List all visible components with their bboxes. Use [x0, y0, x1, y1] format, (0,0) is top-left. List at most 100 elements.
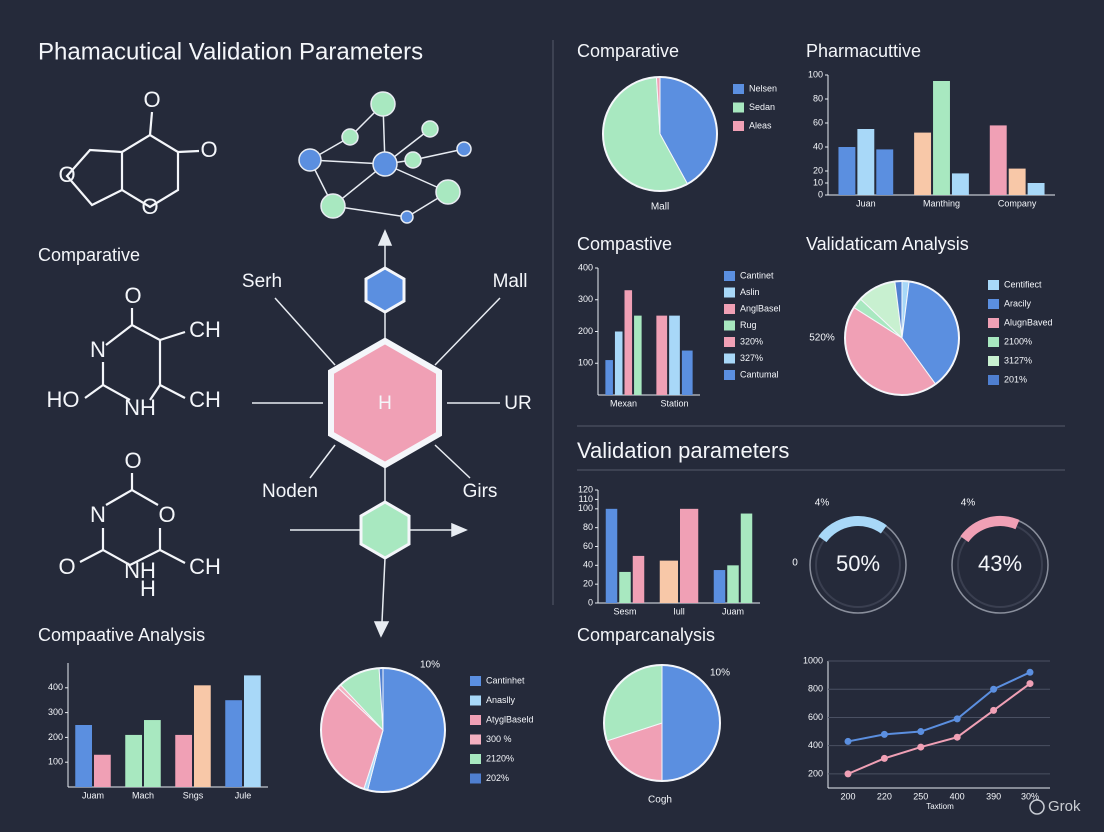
- x-tick-label: Iull: [673, 606, 685, 616]
- legend-swatch: [724, 287, 735, 298]
- bar: [605, 508, 618, 603]
- bar: [1027, 183, 1045, 195]
- legend-swatch: [733, 84, 744, 94]
- x-tick-label: Mexan: [610, 398, 637, 408]
- hub-spoke-label: Serh: [242, 271, 282, 292]
- annotation: 0: [792, 558, 798, 569]
- atom: N: [90, 337, 106, 362]
- hexagon: [364, 266, 406, 314]
- x-tick-label: Jule: [235, 790, 252, 800]
- y-tick-label: 0: [818, 189, 823, 199]
- y-tick-label: 0: [588, 597, 593, 607]
- legend-swatch: [724, 320, 735, 331]
- line-point: [844, 770, 852, 778]
- watermark-icon: [1029, 799, 1045, 815]
- node: [435, 179, 461, 205]
- bond: [79, 549, 104, 563]
- bar: [244, 675, 261, 787]
- legend-label: Rug: [740, 320, 757, 330]
- legend-swatch: [724, 337, 735, 347]
- bar: [989, 125, 1007, 195]
- bar: [681, 350, 693, 395]
- line-point: [917, 728, 925, 736]
- atom: O: [58, 554, 75, 579]
- chart-title: Validaticam Analysis: [806, 234, 969, 254]
- line-point: [880, 730, 888, 738]
- node: [421, 120, 439, 138]
- y-tick-label: 80: [583, 522, 593, 532]
- legend-label: 202%: [486, 773, 509, 783]
- pie-outline: [602, 76, 718, 192]
- molecule: O N CH HO NH CH: [47, 283, 221, 420]
- gauge-value: 50%: [836, 551, 880, 576]
- line-point: [1026, 668, 1034, 676]
- y-tick-label: 60: [583, 541, 593, 551]
- bar: [680, 508, 699, 603]
- bar: [624, 290, 633, 395]
- line-point: [1026, 680, 1034, 688]
- legend-label: 320%: [740, 336, 763, 346]
- x-tick-label: Juan: [856, 198, 876, 208]
- x-tick-label: 200: [840, 791, 855, 801]
- legend-label: 3127%: [1004, 355, 1032, 365]
- atom: O: [141, 194, 158, 219]
- x-tick-label: Juam: [82, 790, 104, 800]
- legend-label: Cantinet: [740, 270, 774, 280]
- chart-title: Pharmacuttive: [806, 41, 921, 61]
- x-tick-label: 250: [913, 791, 928, 801]
- bar: [669, 315, 680, 395]
- atom: HO: [47, 387, 80, 412]
- legend-label: Aleas: [749, 120, 772, 130]
- bar: [914, 132, 932, 195]
- annotation: Mall: [651, 202, 669, 213]
- hub-diagram: [252, 229, 501, 638]
- connector: [434, 444, 471, 479]
- line-point: [990, 706, 998, 714]
- legend-label: 2100%: [1004, 336, 1032, 346]
- bar: [713, 570, 726, 603]
- side-label: Comparative: [38, 245, 140, 265]
- x-tick-label: 30%: [1021, 791, 1039, 801]
- bar: [144, 720, 161, 787]
- hub-spoke-label: UR: [504, 393, 531, 414]
- atom: NH: [124, 395, 156, 420]
- y-tick-label: 400: [578, 262, 593, 272]
- legend-swatch: [724, 353, 735, 364]
- x-axis-title: Taxtiom: [926, 802, 954, 811]
- bar: [225, 700, 242, 787]
- hub-spoke-label: Noden: [262, 481, 318, 502]
- node: [370, 91, 396, 117]
- pie-outline: [320, 667, 446, 793]
- node: [400, 210, 414, 224]
- legend-swatch: [724, 271, 735, 281]
- y-tick-label: 60: [813, 117, 823, 127]
- bar: [951, 173, 969, 195]
- watermark: Grok: [1048, 798, 1081, 815]
- x-tick-label: Sesm: [613, 606, 636, 616]
- connector: [434, 297, 501, 366]
- x-tick-label: 390: [986, 791, 1001, 801]
- bar: [619, 571, 631, 603]
- bar: [838, 147, 856, 195]
- legend-swatch: [470, 773, 481, 784]
- legend-label: Cantinhet: [486, 675, 525, 685]
- page-title: Phamacutical Validation Parameters: [38, 38, 423, 65]
- hexagon: [328, 337, 442, 469]
- y-tick-label: 20: [583, 579, 593, 589]
- annotation: 520%: [809, 333, 835, 344]
- line-point: [917, 743, 925, 751]
- bar: [75, 725, 92, 787]
- bar: [125, 734, 142, 787]
- line-series: [847, 671, 1031, 743]
- legend-swatch: [470, 734, 481, 745]
- atom: O: [158, 502, 175, 527]
- line-point: [880, 754, 888, 762]
- bond: [159, 330, 186, 342]
- molecule: O O O O: [58, 87, 217, 219]
- x-tick-label: 400: [950, 791, 965, 801]
- molecule: O N O O NH CH H: [58, 448, 220, 601]
- bar: [857, 129, 875, 195]
- bar: [876, 149, 894, 195]
- y-tick-label: 10: [813, 177, 823, 187]
- legend-label: 327%: [740, 353, 763, 363]
